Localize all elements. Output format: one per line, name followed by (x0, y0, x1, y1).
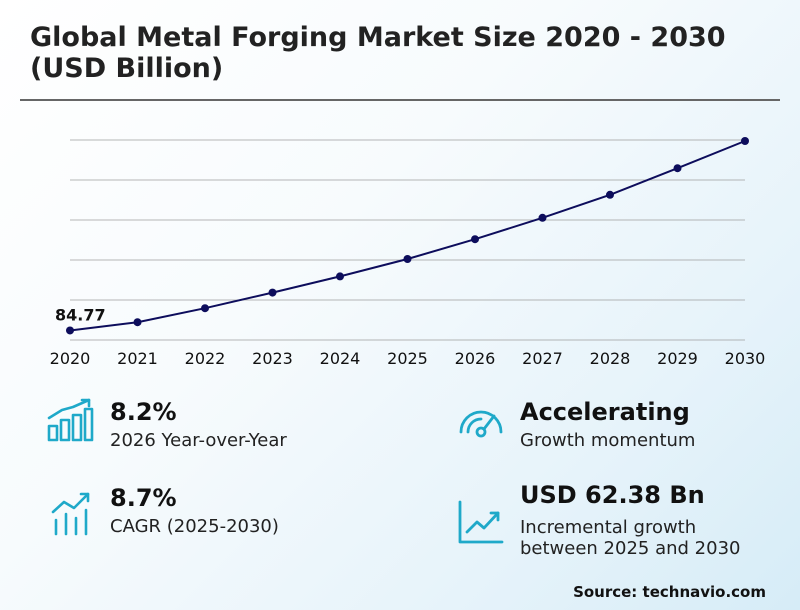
series-line (69, 140, 746, 332)
data-point (133, 318, 142, 327)
stat-description-line: Incremental growth (520, 517, 697, 538)
stat-cagr: 8.7% CAGR (2025-2030) (110, 484, 279, 537)
x-tick-label: 2021 (117, 349, 158, 368)
growth-chart-icon (456, 500, 504, 550)
data-point (66, 326, 74, 335)
x-tick-label: 2029 (657, 349, 698, 368)
data-point (336, 272, 344, 281)
x-tick-label: 2030 (725, 349, 766, 368)
data-label: 84.77 (55, 305, 106, 324)
stat-momentum: Accelerating Growth momentum (520, 398, 695, 451)
x-tick-label: 2026 (455, 349, 496, 368)
data-point (201, 304, 209, 313)
data-point (538, 213, 547, 222)
chart-title: Global Metal Forging Market Size 2020 - … (30, 22, 726, 84)
stat-yoy: 8.2% 2026 Year-over-Year (110, 398, 287, 451)
data-point (606, 190, 614, 199)
stat-description: Growth momentum (520, 430, 696, 451)
trend-bars-icon (50, 490, 98, 540)
bar-chart-icon (46, 398, 94, 448)
stat-description-line: between 2025 and 2030 (520, 538, 741, 559)
stat-description: Incremental growth between 2025 and 2030 (520, 517, 740, 559)
line-chart: 2020 2021 2022 2023 2024 2025 2026 2027 2028 2029… (50, 137, 766, 368)
x-tick-label: 2027 (522, 349, 563, 368)
x-tick-label: 2024 (320, 349, 361, 368)
x-tick-label: 2020 (50, 349, 91, 368)
stat-value: Accelerating (520, 398, 690, 426)
x-tick-label: 2028 (590, 349, 631, 368)
x-tick-label: 2025 (387, 349, 428, 368)
source-credit: Source: technavio.com (573, 583, 766, 601)
x-tick-label: 2023 (252, 349, 293, 368)
data-point (403, 255, 412, 263)
data-point (471, 235, 479, 244)
title-divider (20, 99, 780, 101)
data-point (741, 137, 749, 145)
stat-incremental: USD 62.38 Bn Incremental growth between … (520, 481, 740, 559)
stat-value: 8.2% (110, 398, 177, 426)
stat-description: 2026 Year-over-Year (110, 430, 287, 451)
x-tick-label: 2022 (185, 349, 226, 368)
gauge-icon (456, 402, 506, 446)
stat-value: 8.7% (110, 484, 177, 512)
stat-value: USD 62.38 Bn (520, 481, 705, 509)
stat-description: CAGR (2025-2030) (110, 516, 279, 537)
data-point (673, 164, 682, 173)
data-point (268, 288, 277, 297)
